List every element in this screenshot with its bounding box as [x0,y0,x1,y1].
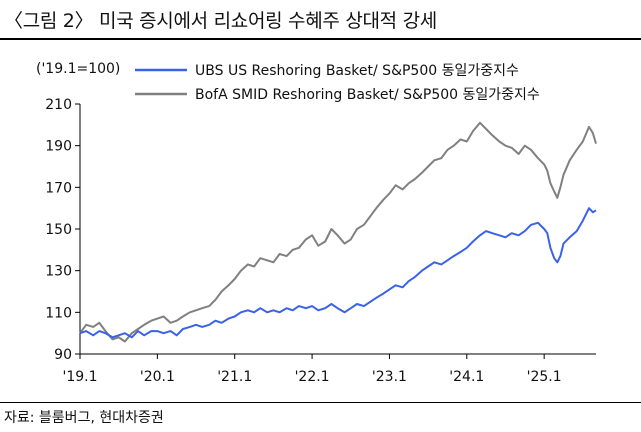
x-tick-label: '22.1 [295,369,330,385]
y-tick-label: 170 [45,180,72,196]
x-tick-label: '20.1 [140,369,175,385]
legend-label-1: BofA SMID Reshoring Basket/ S&P500 동일가중지… [195,87,540,103]
chart-title: 〈그림 2〉 미국 증시에서 리쇼어링 수혜주 상대적 강세 [4,10,437,32]
y-tick-label: 130 [45,264,72,280]
source-divider [0,402,641,403]
x-tick-label: '24.1 [449,369,484,385]
series-line-0 [79,207,597,339]
axes: 90 110 130 150 170 190 210 '19.1 '20.1 '21.1 '22.1… [45,97,596,385]
series-line-1 [79,121,597,343]
source-note: 자료: 블룸버그, 현대차증권 [4,410,164,426]
y-tick-label: 110 [45,305,72,321]
line-chart: 90 110 130 150 170 190 210 '19.1 '20.1 '21.1 '22.1… [36,61,597,385]
series-layer [79,121,597,343]
y-tick-label: 150 [45,222,72,238]
y-tick-label: 90 [54,347,72,363]
x-tick-label: '19.1 [62,369,97,385]
unit-note: ('19.1=100) [36,61,120,77]
legend: UBS US Reshoring Basket/ S&P500 동일가중지수 Bo… [135,63,540,103]
y-tick-label: 190 [45,139,72,155]
x-tick-label: '23.1 [372,369,407,385]
legend-label-0: UBS US Reshoring Basket/ S&P500 동일가중지수 [195,63,519,79]
x-tick-label: '25.1 [527,369,562,385]
x-tick-label: '21.1 [217,369,252,385]
title-divider [0,38,641,40]
y-tick-label: 210 [45,97,72,113]
